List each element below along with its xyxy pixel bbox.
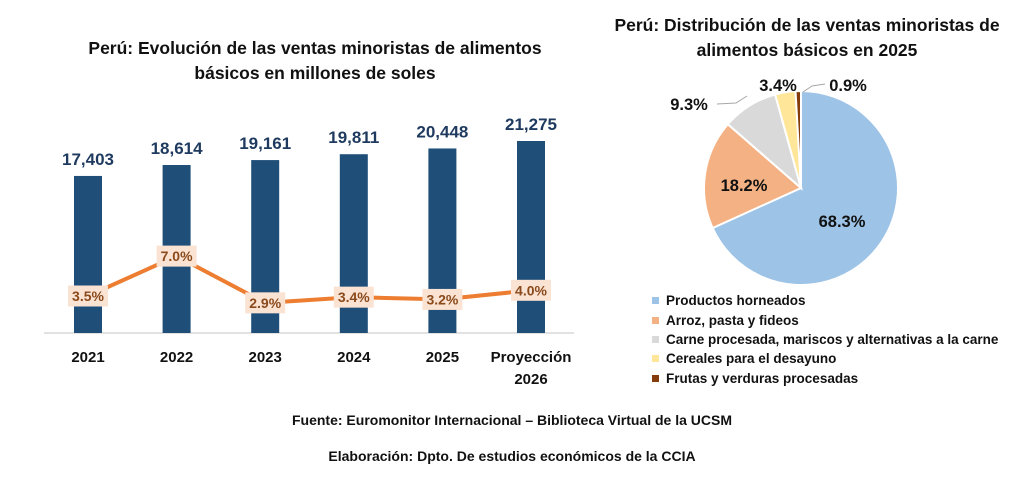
legend-label: Frutas y verduras procesadas (666, 370, 859, 386)
x-tick-label: 2022 (160, 349, 193, 366)
legend-item: Productos horneados (650, 291, 998, 310)
pie-data-label: 3.4% (759, 77, 797, 95)
legend-item: Frutas y verduras procesadas (650, 369, 998, 388)
legend-label: Cereales para el desayuno (666, 351, 837, 367)
bar-value-label: 19,161 (239, 134, 291, 153)
legend-label: Carne procesada, mariscos y alternativas… (666, 331, 999, 347)
bar-chart: 17,403 2021 18,614 2022 19,161 2023 19,811 2024… (44, 115, 574, 388)
bar-chart-title: Perú: Evolución de las ventas minoristas… (88, 38, 542, 83)
x-tick-label: 2026 (514, 371, 547, 388)
bar-value-label: 18,614 (151, 139, 204, 158)
growth-label-box (68, 285, 108, 307)
growth-label-box (245, 292, 286, 314)
legend-swatch (652, 335, 659, 343)
growth-label: 2.9% (249, 295, 281, 311)
bar-value-label: 19,811 (328, 128, 379, 147)
pie-slice-arroz (703, 122, 803, 230)
x-tick-label: 2025 (426, 349, 459, 366)
legend-swatch (652, 297, 659, 305)
growth-label: 3.5% (72, 288, 104, 304)
legend-item: Cereales para el desayuno (650, 349, 998, 368)
growth-label: 4.0% (515, 282, 547, 298)
growth-label: 3.4% (338, 289, 370, 305)
legend-label: Arroz, pasta y fideos (666, 312, 799, 328)
pie-data-label: 68.3% (819, 213, 866, 231)
bar-value-label: 17,403 (62, 150, 114, 169)
x-tick-label: Proyección (491, 349, 572, 366)
growth-line (86, 254, 533, 305)
growth-label-box (422, 288, 463, 310)
pie-slice-productos (711, 89, 899, 286)
pie-data-label: 0.9% (829, 77, 867, 95)
bar-value-label: 21,275 (505, 115, 557, 134)
legend-swatch (652, 355, 659, 363)
legend-swatch (652, 316, 659, 324)
bar-proyección-2026 (517, 141, 545, 333)
growth-label-box (156, 245, 197, 267)
pie-chart: 68.3% 18.2% 9.3% 3.4% 0.9% (670, 77, 899, 286)
pie-chart-title: Perú: Distribución de las ventas minoris… (614, 15, 1000, 60)
pie-legend: Productos horneados Arroz, pasta y fideos… (650, 291, 998, 388)
leader-line (716, 95, 748, 105)
elaboration-note: Elaboración: Dpto. De estudios económico… (328, 448, 696, 464)
growth-label: 3.2% (426, 291, 458, 307)
pie-data-label: 9.3% (670, 96, 708, 114)
x-tick-label: 2023 (249, 349, 282, 366)
bar-value-label: 20,448 (416, 122, 468, 141)
growth-label: 7.0% (161, 248, 193, 264)
x-tick-label: 2024 (337, 349, 371, 366)
legend-item: Carne procesada, mariscos y alternativas… (650, 330, 998, 349)
leader-line (802, 83, 826, 93)
legend-swatch (652, 374, 659, 382)
legend-item: Arroz, pasta y fideos (650, 310, 998, 329)
growth-label-box (511, 279, 551, 301)
pie-data-label: 18.2% (721, 177, 768, 195)
pie-slice-frutas (794, 89, 802, 189)
legend-label: Productos horneados (666, 293, 806, 309)
source-note: Fuente: Euromonitor Internacional – Bibl… (291, 412, 733, 428)
x-tick-label: 2021 (71, 349, 104, 366)
bar-2021 (74, 175, 102, 333)
growth-label-box (333, 286, 374, 308)
